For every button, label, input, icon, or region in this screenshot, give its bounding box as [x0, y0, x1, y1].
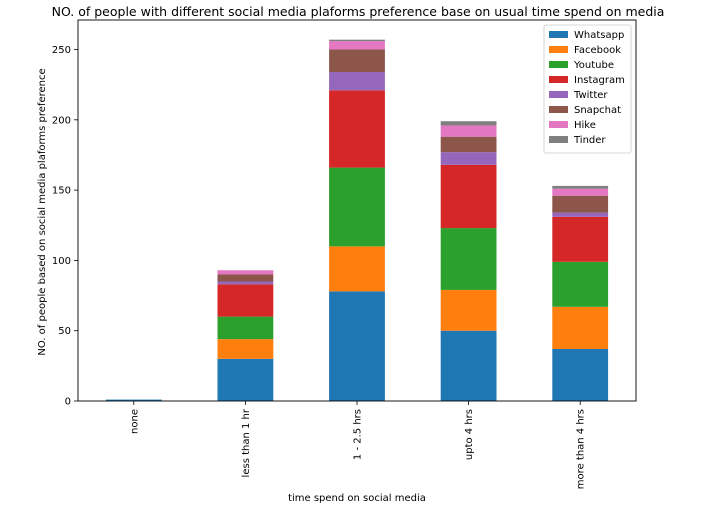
y-axis-label: NO. of people based on social media plaf…: [37, 68, 48, 355]
bar-segment: [329, 167, 385, 247]
bar-segment: [440, 152, 497, 165]
bar-segment: [217, 358, 274, 401]
y-tick-label: 250: [52, 45, 71, 56]
legend-label: Facebook: [574, 45, 621, 56]
bar-segment: [329, 90, 385, 168]
x-tick-label: more than 4 hrs: [576, 409, 587, 489]
bar-segment: [329, 39, 385, 42]
y-tick-label: 200: [52, 115, 71, 126]
legend-label: Hike: [574, 120, 596, 131]
legend-label: Whatsapp: [574, 30, 624, 41]
legend-label: Tinder: [573, 135, 606, 146]
bar-segment: [440, 136, 497, 153]
bar-segment: [329, 72, 385, 91]
legend: Whatsapp Facebook Youtube Instagram Twitter S…: [543, 24, 632, 154]
legend-label: Twitter: [573, 90, 608, 101]
y-axis: 0 50 100 150 200 250: [52, 45, 78, 408]
legend-label: Youtube: [573, 60, 614, 71]
bar-segment: [552, 216, 609, 262]
legend-swatch: [549, 46, 568, 53]
legend-label: Instagram: [574, 75, 625, 86]
bar-segment: [329, 291, 385, 401]
bar-segment: [552, 212, 609, 217]
bar-segment: [552, 185, 609, 189]
bar-segment: [105, 399, 162, 401]
bar-segment: [440, 228, 497, 290]
y-tick-label: 50: [58, 326, 71, 337]
bar-segment: [329, 49, 385, 73]
legend-swatch: [549, 106, 568, 113]
bar-segment: [217, 274, 274, 282]
bar-segment: [217, 339, 274, 359]
bar-segment: [552, 306, 609, 349]
x-tick-label: none: [129, 409, 140, 434]
bar-segment: [552, 261, 609, 307]
bar-segment: [217, 316, 274, 340]
x-tick-label: 1 - 2.5 hrs: [353, 409, 364, 460]
bar-segment: [440, 164, 497, 229]
bar-segment: [217, 270, 274, 275]
x-tick-label: less than 1 hr: [241, 408, 252, 477]
bar-segment: [440, 330, 497, 401]
plot-frame: [77, 19, 637, 402]
y-tick-label: 0: [65, 397, 71, 408]
legend-swatch: [549, 136, 568, 143]
bar-segment: [440, 125, 497, 137]
bar-segment: [552, 188, 609, 196]
bar-segment: [552, 195, 609, 213]
x-axis-label: time spend on social media: [288, 493, 426, 504]
legend-swatch: [549, 61, 568, 68]
legend-swatch: [549, 31, 568, 38]
legend-swatch: [549, 76, 568, 83]
legend-swatch: [549, 121, 568, 128]
bars-group: [105, 39, 609, 401]
bar-segment: [217, 281, 274, 285]
bar-segment: [552, 348, 609, 401]
y-tick-label: 150: [52, 186, 71, 197]
x-tick-label: upto 4 hrs: [464, 409, 475, 460]
bar-segment: [329, 41, 385, 50]
bar-segment: [440, 121, 497, 126]
bar-segment: [440, 289, 497, 331]
legend-swatch: [549, 91, 568, 98]
legend-label: Snapchat: [574, 105, 621, 116]
y-tick-label: 100: [52, 256, 71, 267]
x-axis: none less than 1 hr 1 - 2.5 hrs upto 4 hrs m…: [129, 401, 587, 489]
bar-segment: [329, 246, 385, 292]
bar-segment: [217, 284, 274, 317]
chart-title: NO. of people with different social medi…: [52, 4, 665, 19]
